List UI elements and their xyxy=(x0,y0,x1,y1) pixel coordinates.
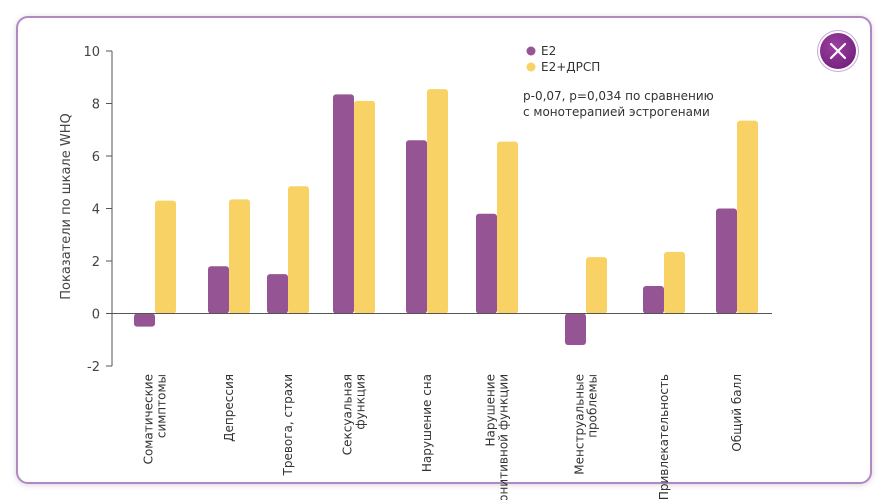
bar-series-1-cat-6 xyxy=(586,257,607,314)
category-label: Сексуальная xyxy=(341,374,355,455)
category-label: проблемы xyxy=(586,374,600,438)
category-label: Соматические xyxy=(142,374,156,464)
legend-label-e2: Е2 xyxy=(541,44,556,58)
bar-series-0-cat-6 xyxy=(565,313,586,345)
category-label: Тревога, страхи xyxy=(281,374,295,477)
bar-series-0-cat-0 xyxy=(134,313,155,327)
y-tick-label: 0 xyxy=(92,308,100,323)
bar-series-0-cat-2 xyxy=(267,274,288,314)
y-axis-title: Показатели по шкале WHQ xyxy=(59,113,74,300)
legend-label-e2-drsp: Е2+ДРСП xyxy=(541,60,600,74)
bar-series-1-cat-4 xyxy=(427,89,448,314)
bar-series-0-cat-3 xyxy=(333,94,354,314)
y-tick-label: -2 xyxy=(87,360,100,375)
category-label: Общий балл xyxy=(730,374,744,452)
bar-series-0-cat-4 xyxy=(406,140,427,314)
annotation-line-1: p-0,07, p=0,034 по сравнению xyxy=(523,89,714,103)
category-label: Нарушение xyxy=(484,374,498,447)
y-tick-label: 10 xyxy=(83,45,100,60)
bar-series-1-cat-3 xyxy=(354,100,375,314)
y-tick-label: 2 xyxy=(92,255,100,270)
bar-series-0-cat-7 xyxy=(643,285,664,314)
close-button[interactable] xyxy=(820,33,856,69)
bar-series-1-cat-7 xyxy=(664,251,685,314)
bar-series-0-cat-8 xyxy=(716,208,737,314)
category-label: Депрессия xyxy=(222,374,236,442)
y-tick-label: 8 xyxy=(92,98,100,113)
bar-series-1-cat-8 xyxy=(737,120,758,314)
category-label: симптомы xyxy=(155,374,169,438)
category-label: Нарушение сна xyxy=(420,374,434,472)
y-axis: 10 8 6 4 2 0 -2 xyxy=(83,45,113,375)
category-label: функция xyxy=(354,374,368,430)
bars xyxy=(134,89,758,345)
bar-series-0-cat-1 xyxy=(208,266,229,314)
bar-series-1-cat-0 xyxy=(155,200,176,314)
legend-swatch-e2-drsp xyxy=(526,62,536,72)
bar-series-1-cat-1 xyxy=(229,199,250,314)
category-label: Привлекательность xyxy=(657,374,671,500)
category-label: Менструальные xyxy=(573,374,587,475)
legend: Е2 Е2+ДРСП xyxy=(526,44,600,74)
bar-series-1-cat-2 xyxy=(288,186,309,314)
category-labels: Соматические симптомы Депрессия Тревога, ст… xyxy=(142,374,745,500)
legend-swatch-e2 xyxy=(526,46,536,56)
category-label: конитивной функции xyxy=(497,374,511,500)
bar-series-1-cat-5 xyxy=(497,141,518,314)
y-tick-label: 6 xyxy=(92,150,100,165)
bar-series-0-cat-5 xyxy=(476,213,497,314)
y-tick-label: 4 xyxy=(92,203,100,218)
annotation-line-2: с монотерапией эстрогенами xyxy=(523,105,710,119)
close-icon xyxy=(829,42,847,60)
